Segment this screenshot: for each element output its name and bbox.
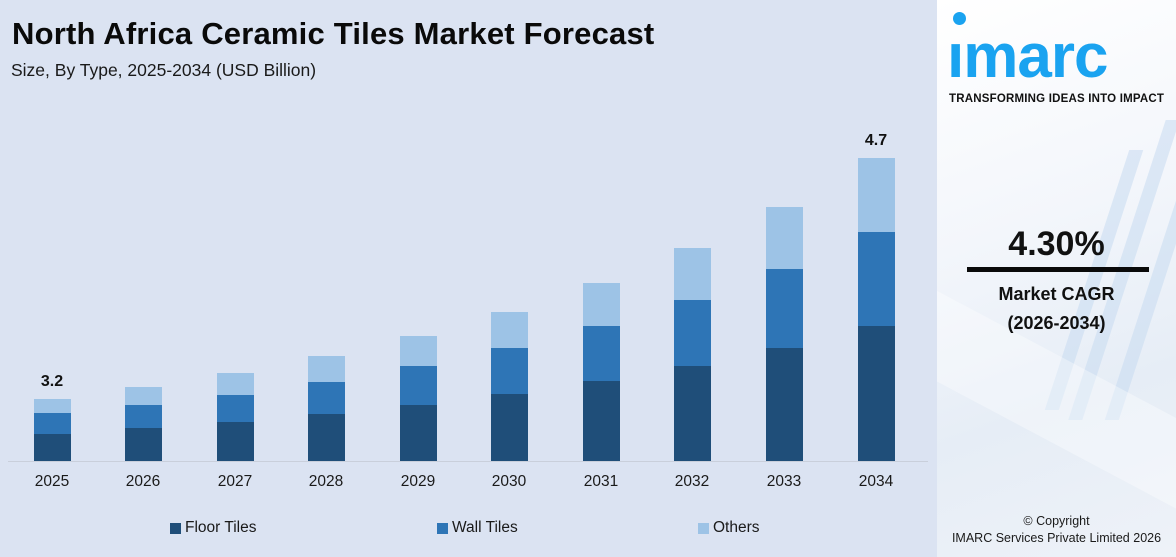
bar-segment-floor (399, 405, 437, 461)
imarc-logo: ımarc (947, 22, 1108, 91)
bar-segment-wall (582, 326, 620, 381)
bar-segment-floor (307, 414, 345, 461)
x-tick-label: 2026 (125, 473, 161, 490)
bar-segment-floor (673, 366, 711, 461)
cagr-period: (2026-2034) (1007, 313, 1106, 333)
bar-segment-others (765, 207, 803, 269)
cagr-value: 4.30% (1008, 225, 1105, 263)
bar-segment-others (673, 248, 711, 300)
chart-panel: North Africa Ceramic Tiles Market Foreca… (8, 16, 928, 537)
bar-2032 (673, 248, 711, 461)
cagr-label: Market CAGR (998, 284, 1115, 304)
copyright-line-2: IMARC Services Private Limited 2026 (951, 531, 1162, 545)
bar-2033 (765, 207, 803, 461)
bar-segment-others (490, 312, 528, 348)
bar-segment-wall (765, 269, 803, 348)
sidebar-panel: ımarc TRANSFORMING IDEAS INTO IMPACT 4.3… (937, 0, 1176, 557)
copyright-line-1: © Copyright (1023, 514, 1090, 528)
x-tick-label: 2029 (400, 473, 436, 490)
cagr-divider (967, 267, 1149, 272)
x-tick-label: 2025 (34, 473, 70, 490)
legend-label: Floor Tiles (185, 519, 257, 536)
bar-segment-others (399, 336, 437, 366)
legend-item: Wall Tiles (437, 519, 518, 537)
value-label: 3.2 (40, 373, 64, 390)
bar-2029 (399, 336, 437, 461)
bar-segment-others (33, 399, 71, 413)
legend-swatch-icon (170, 522, 181, 534)
bar-2027 (216, 373, 254, 461)
bar-segment-wall (33, 413, 71, 434)
legend-label: Others (713, 519, 760, 536)
value-label: 4.7 (864, 132, 888, 149)
x-tick-label: 2027 (217, 473, 253, 490)
logo-tagline: TRANSFORMING IDEAS INTO IMPACT (949, 93, 1165, 105)
x-tick-label: 2030 (491, 473, 527, 490)
bar-segment-wall (490, 348, 528, 394)
bar-segment-floor (765, 348, 803, 461)
x-tick-label: 2034 (858, 473, 894, 490)
x-tick-label: 2033 (766, 473, 802, 490)
bar-2030 (490, 312, 528, 461)
bar-segment-others (124, 387, 162, 405)
logo-dot-icon (953, 12, 966, 25)
bar-segment-floor (216, 422, 254, 461)
legend-swatch-icon (437, 522, 448, 534)
legend-item: Floor Tiles (170, 519, 257, 537)
bar-segment-floor (490, 394, 528, 461)
chart-subtitle: Size, By Type, 2025-2034 (USD Billion) (11, 60, 317, 80)
bar-segment-wall (124, 405, 162, 428)
bar-2034 (857, 158, 895, 461)
x-tick-label: 2032 (674, 473, 710, 490)
bar-2026 (124, 387, 162, 461)
bar-segment-wall (399, 366, 437, 405)
legend-item: Others (698, 519, 760, 537)
bar-segment-wall (216, 395, 254, 422)
chart-title: North Africa Ceramic Tiles Market Foreca… (12, 16, 655, 51)
bar-segment-wall (857, 232, 895, 326)
legend-label: Wall Tiles (452, 519, 518, 536)
bar-segment-floor (857, 326, 895, 461)
legend-swatch-icon (698, 522, 709, 534)
bar-segment-floor (582, 381, 620, 461)
bar-2028 (307, 356, 345, 461)
x-axis-line (8, 461, 928, 462)
bar-segment-others (582, 283, 620, 326)
bar-segment-floor (124, 428, 162, 461)
bar-segment-wall (307, 382, 345, 414)
bar-segment-others (857, 158, 895, 232)
bar-segment-floor (33, 434, 71, 461)
x-tick-label: 2031 (583, 473, 619, 490)
bar-2031 (582, 283, 620, 461)
bar-2025 (33, 399, 71, 461)
x-tick-label: 2028 (308, 473, 344, 490)
bar-segment-wall (673, 300, 711, 366)
bar-segment-others (216, 373, 254, 395)
bar-segment-others (307, 356, 345, 382)
